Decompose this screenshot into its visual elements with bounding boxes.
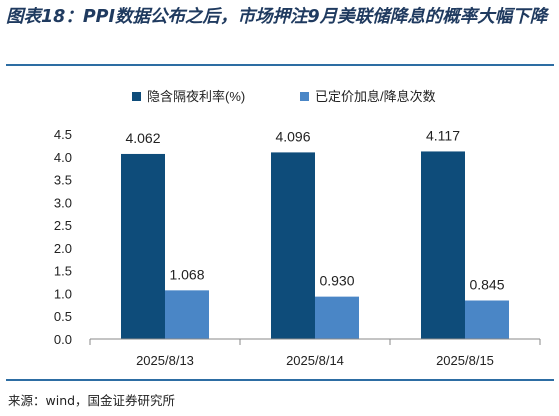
y-tick-label: 4.5 bbox=[54, 127, 72, 142]
legend-label-1: 隐含隔夜利率(%) bbox=[147, 89, 245, 104]
footer-divider bbox=[6, 379, 554, 381]
source-note: 来源：wind，国金证券研究所 bbox=[8, 393, 176, 408]
bar-value-label: 4.117 bbox=[426, 127, 460, 143]
legend-label-2: 已定价加息/降息次数 bbox=[315, 89, 436, 104]
bar-value-label: 0.930 bbox=[319, 273, 354, 289]
y-tick-label: 3.0 bbox=[54, 195, 72, 210]
bar-value-label: 0.845 bbox=[469, 277, 504, 293]
legend: 隐含隔夜利率(%) 已定价加息/降息次数 bbox=[132, 89, 436, 104]
bar-series2 bbox=[315, 296, 359, 339]
legend-swatch-1 bbox=[132, 92, 141, 101]
y-tick-label: 1.0 bbox=[54, 286, 72, 301]
x-axis: 2025/8/13 2025/8/14 2025/8/15 bbox=[89, 338, 541, 368]
bar-series2 bbox=[165, 290, 209, 339]
bar-series1 bbox=[421, 151, 465, 339]
y-axis: 0.0 0.5 1.0 1.5 2.0 2.5 3.0 3.5 4.0 4.5 bbox=[54, 127, 72, 347]
bar-value-label: 1.068 bbox=[169, 266, 204, 282]
x-tick-label: 2025/8/13 bbox=[136, 353, 194, 368]
bar-chart: 隐含隔夜利率(%) 已定价加息/降息次数 0.0 0.5 1.0 1.5 2.0 2.5 3.… bbox=[54, 89, 541, 368]
y-tick-label: 1.5 bbox=[54, 264, 72, 279]
y-tick-label: 2.5 bbox=[54, 218, 72, 233]
bar-series1 bbox=[121, 153, 165, 339]
x-tick-label: 2025/8/15 bbox=[436, 353, 494, 368]
bar-value-label: 4.096 bbox=[275, 128, 310, 144]
y-tick-label: 3.5 bbox=[54, 173, 72, 188]
bar-series1 bbox=[271, 152, 315, 339]
y-tick-label: 2.0 bbox=[54, 241, 72, 256]
title-divider bbox=[6, 64, 554, 66]
bar-value-label: 4.062 bbox=[125, 130, 160, 146]
y-tick-label: 0.0 bbox=[54, 332, 72, 347]
y-tick-label: 0.5 bbox=[54, 309, 72, 324]
bar-series2 bbox=[465, 300, 509, 339]
legend-swatch-2 bbox=[300, 92, 309, 101]
y-tick-label: 4.0 bbox=[54, 150, 72, 165]
x-tick-label: 2025/8/14 bbox=[286, 353, 344, 368]
chart-title: 图表18：PPI数据公布之后，市场押注9月美联储降息的概率大幅下降 bbox=[6, 7, 548, 27]
bars: 4.062 4.096 4.117 1.068 0.930 0.845 bbox=[121, 127, 509, 339]
